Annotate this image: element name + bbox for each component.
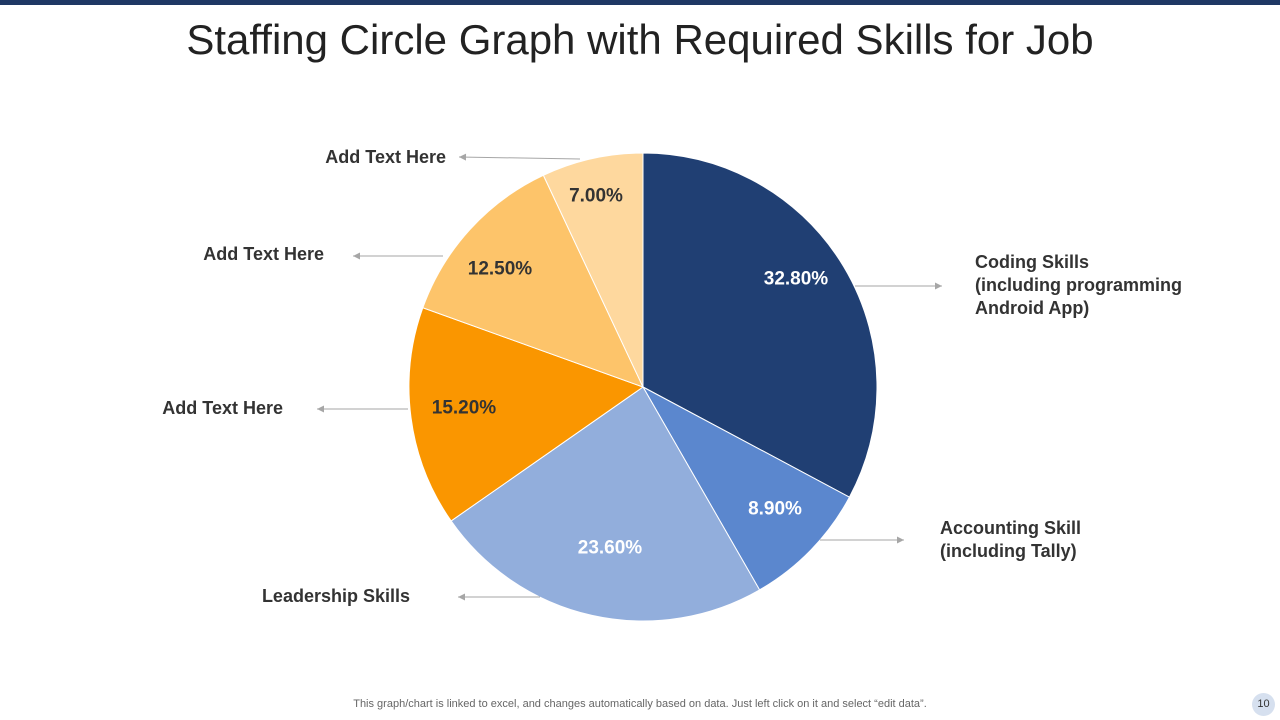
pie-slice[interactable] (641, 385, 851, 591)
page-number: 10 (1252, 693, 1275, 716)
data-label: 15.20% (432, 398, 497, 419)
pie-slice[interactable] (450, 386, 761, 622)
pie-slice[interactable] (542, 152, 644, 388)
category-label: Coding Skills (including programming Andro… (975, 252, 1182, 318)
leader-arrow (353, 252, 360, 260)
category-label: Add Text Here (162, 398, 283, 418)
top-accent-bar (0, 0, 1280, 5)
category-label: Add Text Here (203, 244, 324, 264)
leader-arrow (897, 536, 904, 544)
pie-slice[interactable] (408, 307, 645, 522)
data-label: 7.00% (569, 186, 623, 207)
leader-line (458, 156, 581, 160)
pie-slice[interactable] (422, 174, 644, 388)
leader-arrow (317, 405, 324, 413)
leader-arrow (459, 153, 467, 161)
category-label: Accounting Skill (including Tally) (940, 518, 1081, 561)
category-label: Add Text Here (325, 147, 446, 167)
leader-arrow (458, 593, 465, 601)
pie-slice[interactable] (642, 152, 878, 498)
data-label: 32.80% (764, 269, 829, 290)
footer-note: This graph/chart is linked to excel, and… (353, 698, 927, 710)
data-label: 8.90% (748, 499, 802, 520)
category-label: Leadership Skills (262, 586, 410, 606)
data-label: 23.60% (578, 538, 643, 559)
data-label: 12.50% (468, 259, 533, 280)
page-title: Staffing Circle Graph with Required Skil… (186, 16, 1094, 63)
leader-arrow (935, 282, 942, 290)
